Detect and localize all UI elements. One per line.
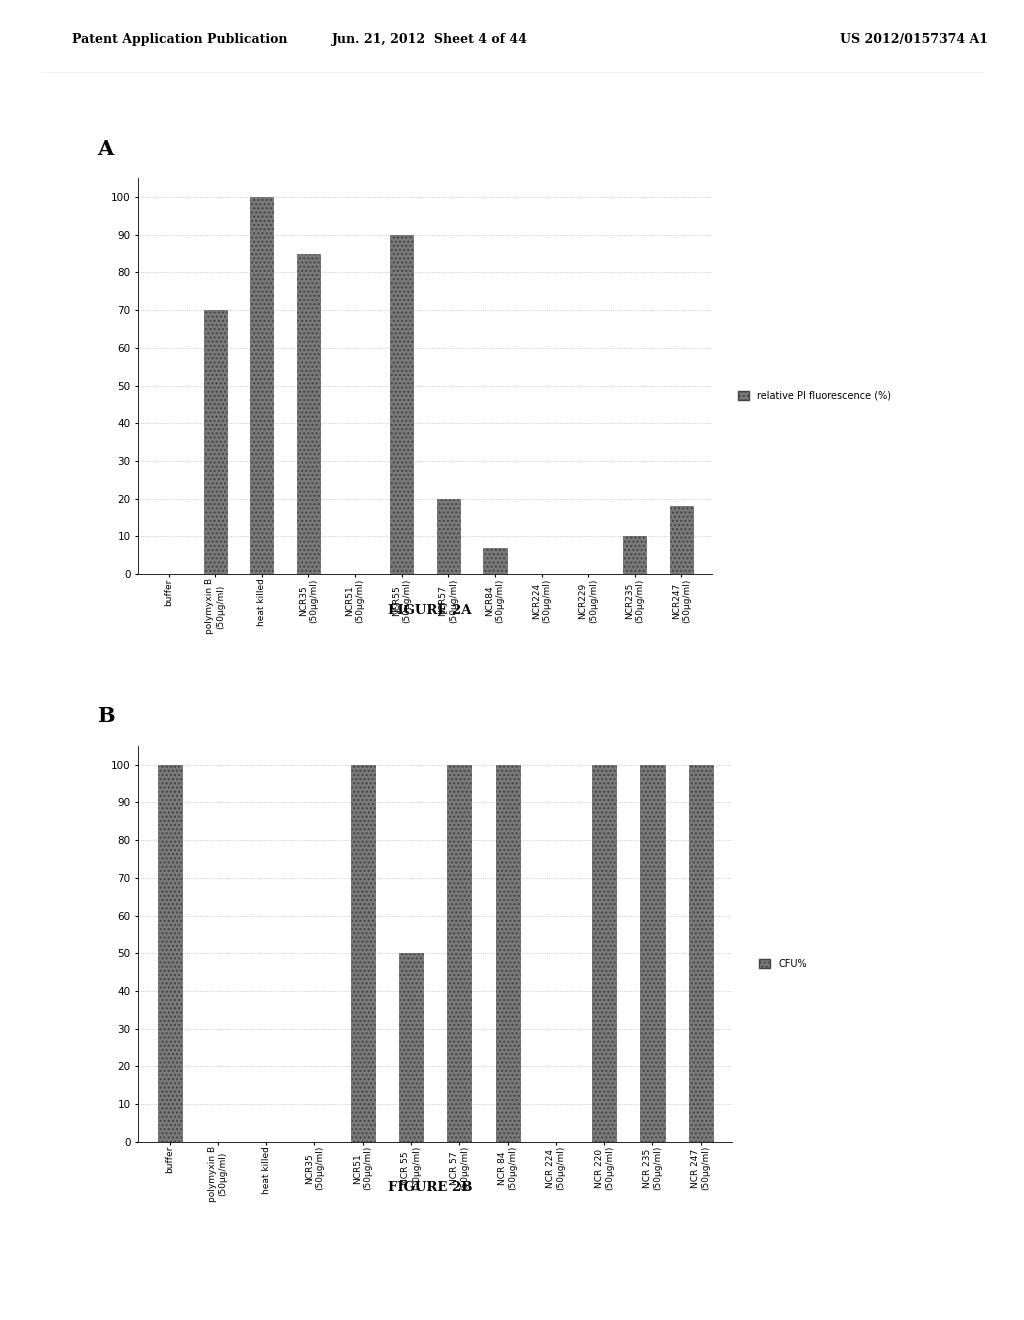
Bar <box>350 764 375 1142</box>
Bar <box>204 310 227 574</box>
Bar <box>250 197 273 574</box>
Bar <box>623 536 646 574</box>
Text: Jun. 21, 2012  Sheet 4 of 44: Jun. 21, 2012 Sheet 4 of 44 <box>332 33 528 46</box>
Bar <box>158 764 181 1142</box>
Legend: relative PI fluorescence (%): relative PI fluorescence (%) <box>734 387 895 405</box>
Legend: CFU%: CFU% <box>755 954 811 973</box>
Bar <box>689 764 713 1142</box>
Text: A: A <box>97 139 114 158</box>
Bar <box>297 253 321 574</box>
Bar <box>436 499 460 574</box>
Bar <box>399 953 423 1142</box>
Bar <box>592 764 616 1142</box>
Bar <box>640 764 665 1142</box>
Text: US 2012/0157374 A1: US 2012/0157374 A1 <box>840 33 988 46</box>
Bar <box>390 235 414 574</box>
Text: B: B <box>97 706 115 726</box>
Bar <box>670 507 693 574</box>
Bar <box>447 764 471 1142</box>
Bar <box>483 548 507 574</box>
Text: FIGURE 2A: FIGURE 2A <box>388 603 472 616</box>
Text: Patent Application Publication: Patent Application Publication <box>72 33 287 46</box>
Text: FIGURE 2B: FIGURE 2B <box>388 1180 472 1193</box>
Bar <box>496 764 520 1142</box>
